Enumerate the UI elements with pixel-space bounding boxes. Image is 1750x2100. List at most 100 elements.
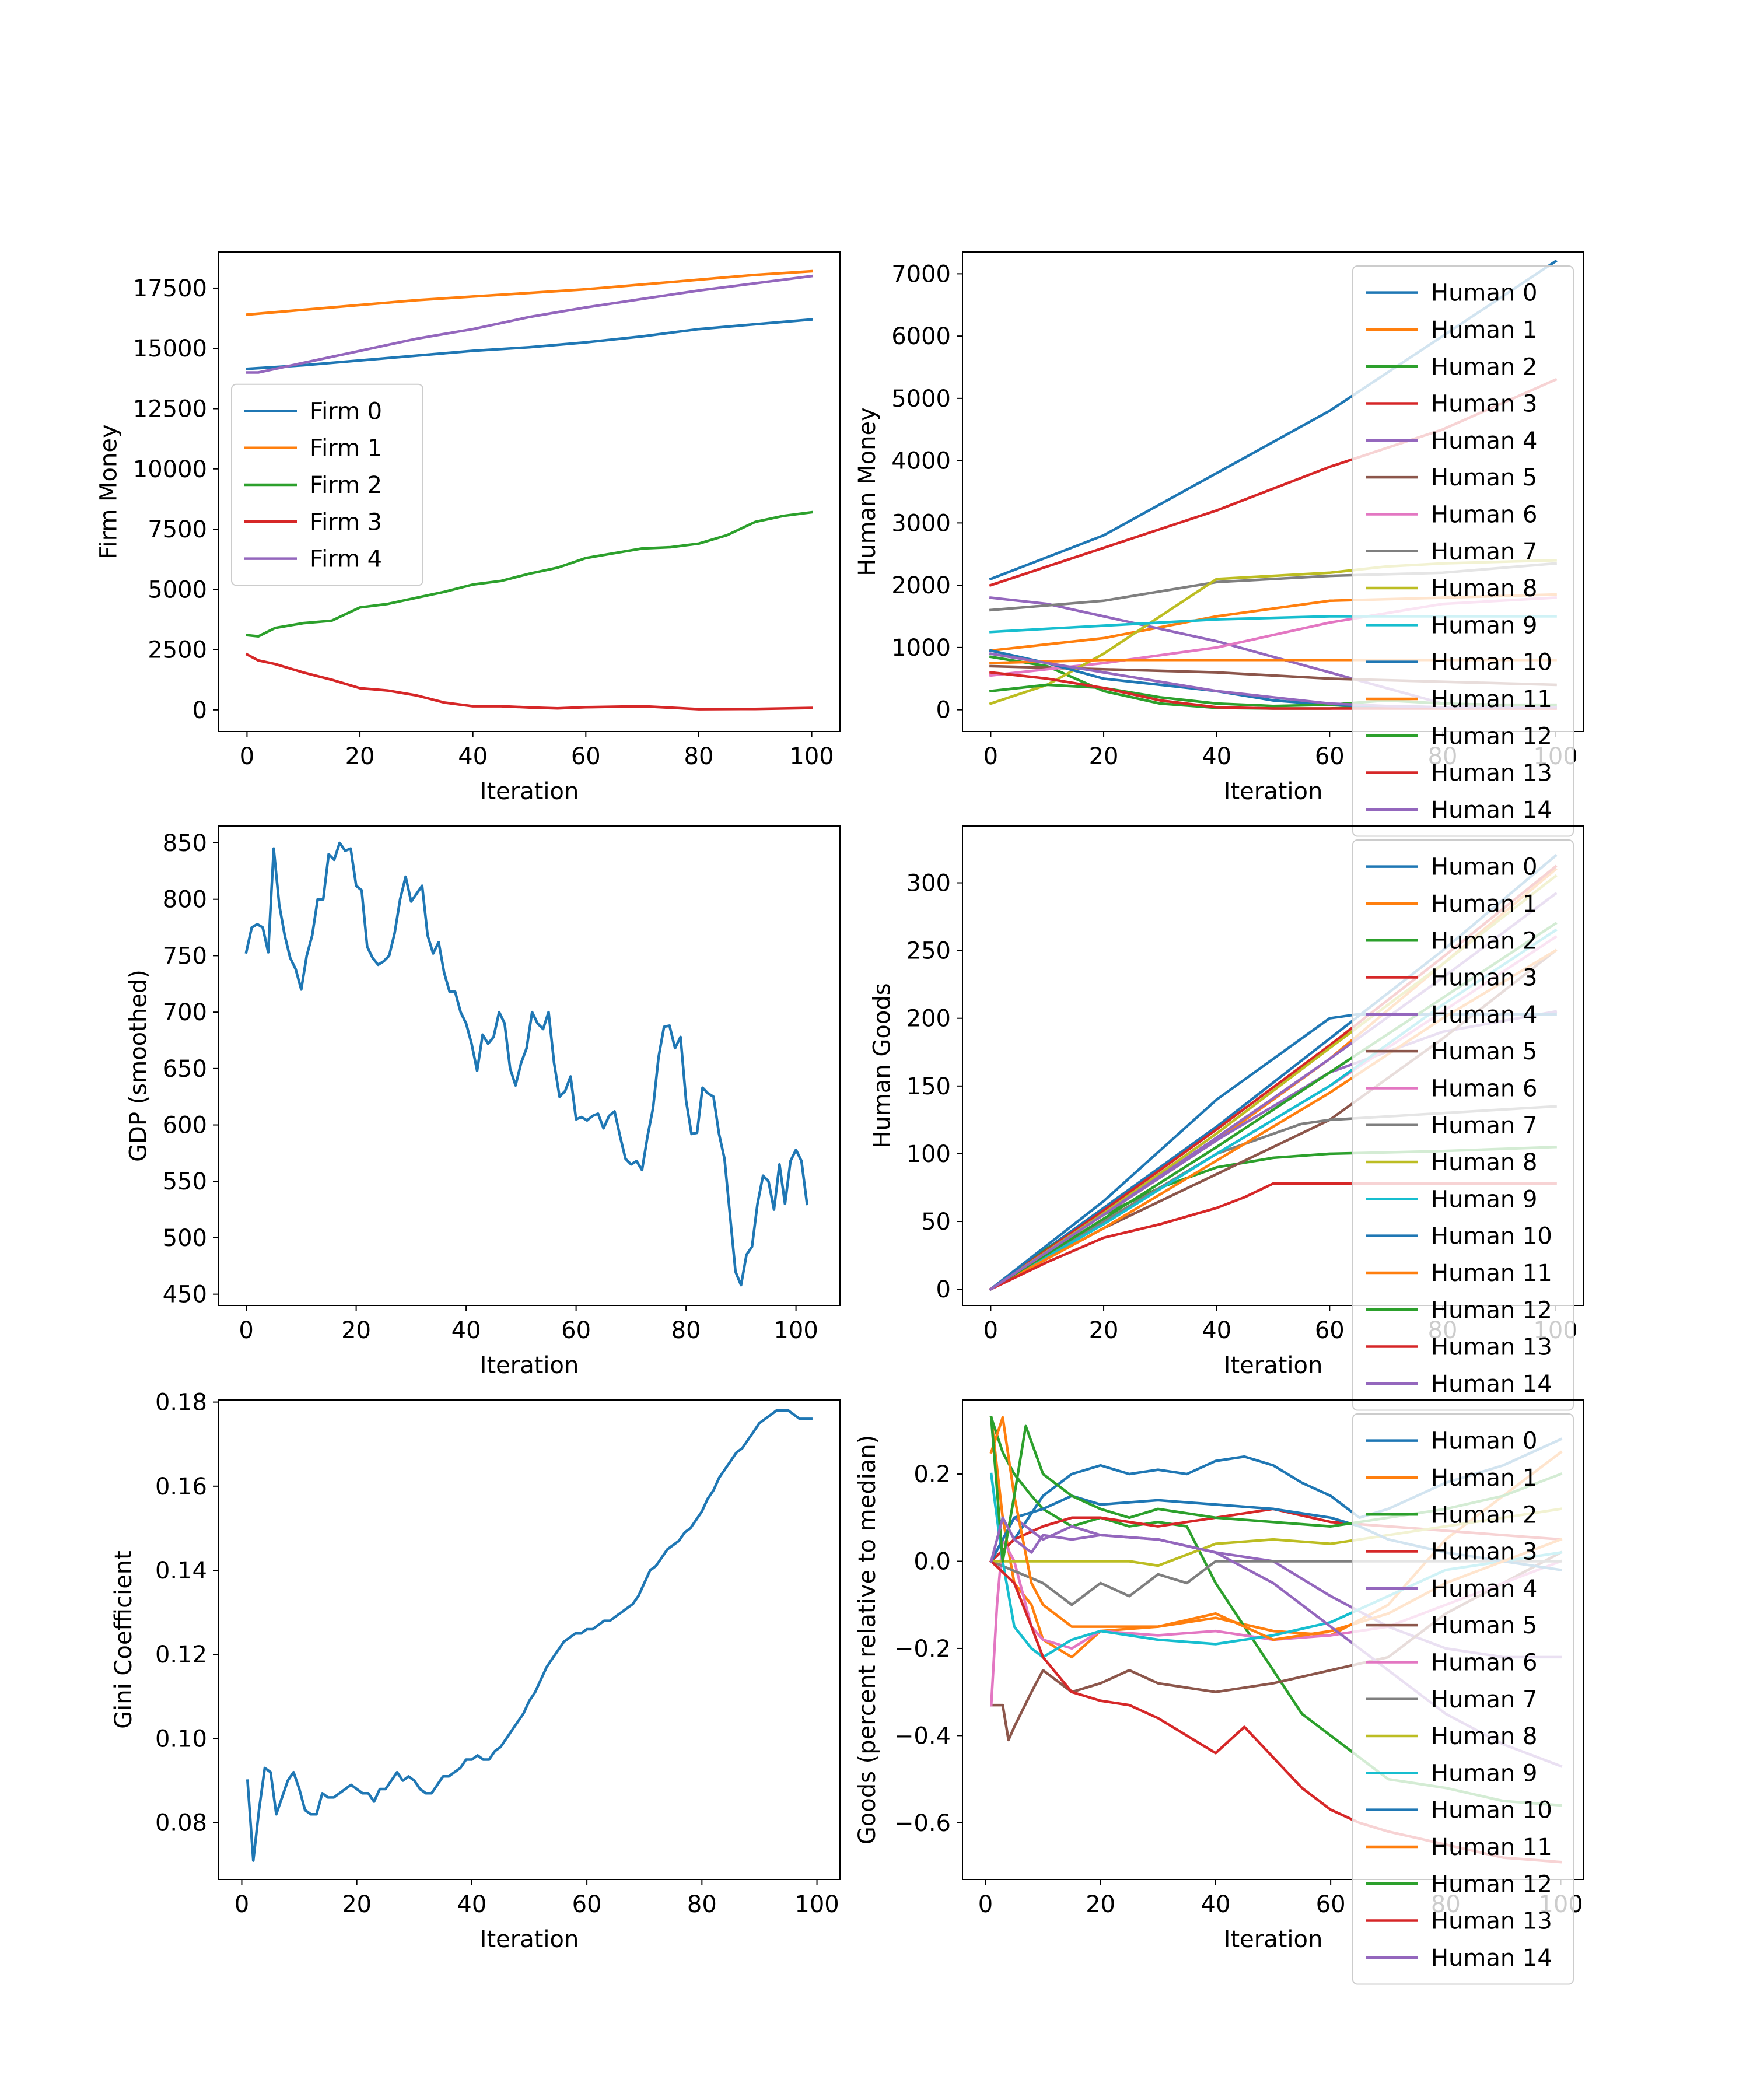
gini-axes-frame bbox=[218, 1399, 841, 1880]
human-goods-legend-entry-7: Human 7 bbox=[1431, 1112, 1537, 1139]
firm-money-xtick-label-2: 40 bbox=[458, 743, 488, 770]
firm-money-legend-entry-2: Firm 2 bbox=[310, 472, 382, 499]
human-money-legend-entry-6: Human 6 bbox=[1431, 501, 1537, 528]
human-money-legend-entry-9: Human 9 bbox=[1431, 612, 1537, 639]
panel-human-money: 0204060801000100020003000400050006000700… bbox=[854, 251, 1584, 805]
human-money-ytick-label-5: 5000 bbox=[891, 386, 951, 412]
human-goods-legend-entry-1: Human 1 bbox=[1431, 891, 1537, 918]
human-money-legend-entry-0: Human 0 bbox=[1431, 280, 1537, 307]
goods-relative-legend-entry-4: Human 4 bbox=[1431, 1576, 1537, 1602]
gdp-xtick-label-5: 100 bbox=[774, 1317, 818, 1344]
goods-relative-ytick-label-4: 0.2 bbox=[914, 1461, 951, 1488]
human-goods-ytick-label-4: 200 bbox=[907, 1006, 951, 1032]
human-money-legend-entry-13: Human 13 bbox=[1431, 760, 1552, 787]
human-goods-legend-entry-8: Human 8 bbox=[1431, 1149, 1537, 1176]
gdp-xtick-label-2: 40 bbox=[452, 1317, 481, 1344]
firm-money-ytick-label-3: 7500 bbox=[148, 516, 207, 543]
gini-ytick-label-1: 0.10 bbox=[155, 1726, 207, 1752]
human-money-legend-entry-3: Human 3 bbox=[1431, 391, 1537, 418]
firm-money-series-line-2 bbox=[245, 510, 814, 638]
gdp-ytick-label-2: 550 bbox=[163, 1168, 207, 1195]
human-money-ytick-label-7: 7000 bbox=[891, 261, 951, 288]
firm-money-xaxis-label: Iteration bbox=[480, 778, 579, 805]
human-money-xaxis-label: Iteration bbox=[1224, 778, 1323, 805]
human-money-legend-entry-10: Human 10 bbox=[1431, 649, 1552, 676]
gini-xtick-label-1: 20 bbox=[342, 1891, 372, 1918]
goods-relative-legend-entry-6: Human 6 bbox=[1431, 1649, 1537, 1676]
firm-money-ytick-label-7: 17500 bbox=[133, 275, 207, 302]
goods-relative-yaxis-label: Goods (percent relative to median) bbox=[854, 1435, 881, 1845]
firm-money-legend-entry-4: Firm 4 bbox=[310, 546, 382, 573]
human-money-xtick-label-0: 0 bbox=[984, 743, 998, 770]
goods-relative-legend-entry-3: Human 3 bbox=[1431, 1539, 1537, 1566]
firm-money-ytick-label-4: 10000 bbox=[133, 456, 207, 483]
firm-money-series-line-1 bbox=[245, 270, 813, 316]
goods-relative-xtick-label-3: 60 bbox=[1316, 1891, 1346, 1918]
goods-relative-legend-entry-10: Human 10 bbox=[1431, 1797, 1552, 1824]
firm-money-series-group bbox=[245, 270, 814, 710]
human-money-ytick-label-3: 3000 bbox=[891, 510, 951, 537]
goods-relative-xaxis-label: Iteration bbox=[1224, 1926, 1323, 1953]
goods-relative-legend-entry-8: Human 8 bbox=[1431, 1723, 1537, 1750]
gdp-ytick-label-7: 800 bbox=[163, 887, 207, 914]
human-money-xtick-label-1: 20 bbox=[1089, 743, 1119, 770]
human-goods-legend-entry-3: Human 3 bbox=[1431, 965, 1537, 992]
human-goods-xtick-label-2: 40 bbox=[1202, 1317, 1231, 1344]
goods-relative-legend-entry-7: Human 7 bbox=[1431, 1686, 1537, 1713]
human-goods-xaxis-label: Iteration bbox=[1224, 1352, 1323, 1379]
firm-money-series-line-0 bbox=[246, 318, 814, 370]
gdp-ytick-label-0: 450 bbox=[163, 1282, 207, 1308]
gini-yaxis-label: Gini Coefficient bbox=[110, 1550, 137, 1729]
human-goods-legend-entry-2: Human 2 bbox=[1431, 928, 1537, 954]
human-goods-legend-entry-9: Human 9 bbox=[1431, 1186, 1537, 1213]
firm-money-legend: Firm 0 Firm 1 Firm 2 Firm 3 Firm 4 bbox=[231, 383, 424, 586]
goods-relative-ytick-label-3: 0.0 bbox=[914, 1548, 951, 1575]
firm-money-legend-entry-1: Firm 1 bbox=[310, 435, 382, 462]
firm-money-xtick-label-5: 100 bbox=[789, 743, 834, 770]
goods-relative-legend-entry-9: Human 9 bbox=[1431, 1760, 1537, 1787]
human-money-legend: Human 0 Human 1 Human 2 Human 3 Human 4 Human… bbox=[1352, 265, 1574, 837]
gdp-series-group bbox=[244, 841, 809, 1287]
human-goods-yaxis-label: Human Goods bbox=[869, 983, 896, 1148]
human-goods-legend-entry-14: Human 14 bbox=[1431, 1371, 1552, 1398]
firm-money-xtick-label-3: 60 bbox=[571, 743, 601, 770]
human-goods-legend-entry-0: Human 0 bbox=[1431, 854, 1537, 881]
goods-relative-legend-entry-1: Human 1 bbox=[1431, 1465, 1537, 1492]
human-money-legend-entry-12: Human 12 bbox=[1431, 723, 1552, 750]
human-goods-axes-frame bbox=[962, 825, 1584, 1306]
firm-money-xtick-label-4: 80 bbox=[684, 743, 714, 770]
human-money-ytick-label-1: 1000 bbox=[891, 635, 951, 662]
goods-relative-legend-entry-2: Human 2 bbox=[1431, 1502, 1537, 1528]
gdp-xtick-label-1: 20 bbox=[341, 1317, 371, 1344]
panel-firm-money: 0 20 40 60 80 100 0 2500 5000 7500 10000 12500 15000… bbox=[96, 251, 841, 805]
human-money-yaxis-label: Human Money bbox=[854, 407, 881, 576]
human-goods-xtick-label-3: 60 bbox=[1315, 1317, 1345, 1344]
firm-money-ytick-label-5: 12500 bbox=[133, 396, 207, 422]
firm-money-xtick-label-1: 20 bbox=[345, 743, 375, 770]
goods-relative-xtick-label-0: 0 bbox=[978, 1891, 993, 1918]
human-goods-ytick-label-5: 250 bbox=[907, 938, 951, 965]
goods-relative-xtick-label-2: 40 bbox=[1200, 1891, 1230, 1918]
gdp-xtick-label-0: 0 bbox=[239, 1317, 253, 1344]
human-goods-ytick-label-0: 0 bbox=[936, 1276, 951, 1303]
human-goods-ytick-label-3: 150 bbox=[907, 1073, 951, 1100]
gdp-series-line-0 bbox=[244, 841, 809, 1287]
gdp-ytick-label-6: 750 bbox=[163, 943, 207, 970]
goods-relative-legend-entry-11: Human 11 bbox=[1431, 1834, 1552, 1861]
human-goods-xtick-label-1: 20 bbox=[1089, 1317, 1119, 1344]
human-money-ytick-label-4: 4000 bbox=[891, 448, 951, 475]
gdp-xtick-label-4: 80 bbox=[671, 1317, 701, 1344]
firm-money-axes-frame bbox=[218, 251, 841, 732]
goods-relative-axes-frame bbox=[962, 1399, 1584, 1880]
goods-relative-xtick-label-1: 20 bbox=[1086, 1891, 1115, 1918]
firm-money-xtick-label-0: 0 bbox=[240, 743, 254, 770]
gini-series-line-0 bbox=[246, 1409, 813, 1862]
human-goods-legend-entry-11: Human 11 bbox=[1431, 1260, 1552, 1287]
firm-money-ytick-label-1: 2500 bbox=[148, 637, 207, 664]
firm-money-ytick-label-2: 5000 bbox=[148, 576, 207, 603]
human-goods-legend: Human 0 Human 1 Human 2 Human 3 Human 4 Human… bbox=[1352, 839, 1574, 1411]
human-money-legend-entry-2: Human 2 bbox=[1431, 354, 1537, 380]
firm-money-legend-box bbox=[231, 383, 424, 586]
gini-xtick-label-3: 60 bbox=[572, 1891, 602, 1918]
